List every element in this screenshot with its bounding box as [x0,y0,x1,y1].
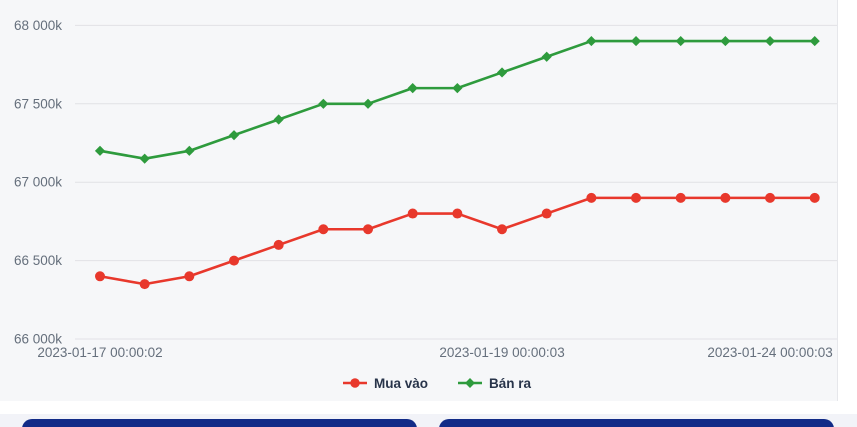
legend-label-ban-ra: Bán ra [488,375,532,391]
legend-item-ban-ra[interactable]: Bán ra [457,375,532,391]
x-tick-label: 2023-01-17 00:00:02 [37,345,162,360]
data-point-marker[interactable] [720,35,731,47]
data-point-marker[interactable] [675,35,686,47]
data-point-marker[interactable] [184,145,195,156]
data-point-marker[interactable] [630,35,642,47]
y-tick-label: 67 500k [14,96,62,111]
data-point-marker[interactable] [95,271,105,282]
bottom-button-left[interactable] [22,419,417,427]
legend-item-mua-vao[interactable]: Mua vào [342,375,428,391]
bottom-section [0,414,857,427]
y-tick-label: 68 000k [14,18,62,33]
data-point-marker[interactable] [586,192,597,203]
data-point-marker[interactable] [363,224,374,235]
y-tick-label: 66 500k [14,253,62,268]
legend-label-mua-vao: Mua vào [373,375,428,391]
red-line-circle-marker-icon [342,378,367,388]
line-chart: 66 000k 66 500k 67 000k 67 500k 68 000k 2023-… [14,18,837,360]
data-point-marker[interactable] [184,271,195,282]
data-point-marker[interactable] [496,67,508,78]
data-point-marker[interactable] [139,279,150,290]
data-point-marker[interactable] [228,130,240,141]
data-point-marker[interactable] [273,239,284,250]
chart-legend: Mua vào Bán ra [0,371,838,395]
data-point-marker[interactable] [765,192,776,203]
y-tick-label: 67 000k [14,175,62,190]
data-point-marker[interactable] [809,35,820,47]
data-point-marker[interactable] [720,192,731,203]
data-point-marker[interactable] [452,208,463,219]
data-point-marker[interactable] [541,51,552,62]
series-line-ban-ra [98,39,817,160]
data-point-marker[interactable] [631,192,642,203]
data-point-marker[interactable] [452,83,463,94]
data-point-marker[interactable] [273,114,284,125]
data-point-marker[interactable] [497,224,508,235]
data-point-marker[interactable] [139,153,150,164]
gold-price-chart-card: 66 000k 66 500k 67 000k 67 500k 68 000k 2023-… [0,0,838,401]
data-point-marker[interactable] [764,35,776,47]
data-point-marker[interactable] [229,255,240,266]
data-point-marker[interactable] [586,35,597,47]
data-point-marker[interactable] [94,145,106,156]
x-tick-label: 2023-01-19 00:00:03 [439,345,564,360]
data-point-marker[interactable] [318,224,329,235]
data-point-marker[interactable] [362,98,374,109]
data-point-marker[interactable] [809,192,820,203]
green-line-diamond-marker-icon [457,378,482,388]
data-point-marker[interactable] [318,98,329,109]
x-tick-label: 2023-01-24 00:00:03 [707,345,832,360]
data-point-marker[interactable] [407,83,418,94]
data-point-marker[interactable] [675,192,686,203]
data-point-marker[interactable] [541,208,552,219]
data-point-marker[interactable] [407,208,418,219]
bottom-button-right[interactable] [439,419,834,427]
y-tick-label: 66 000k [14,332,62,347]
